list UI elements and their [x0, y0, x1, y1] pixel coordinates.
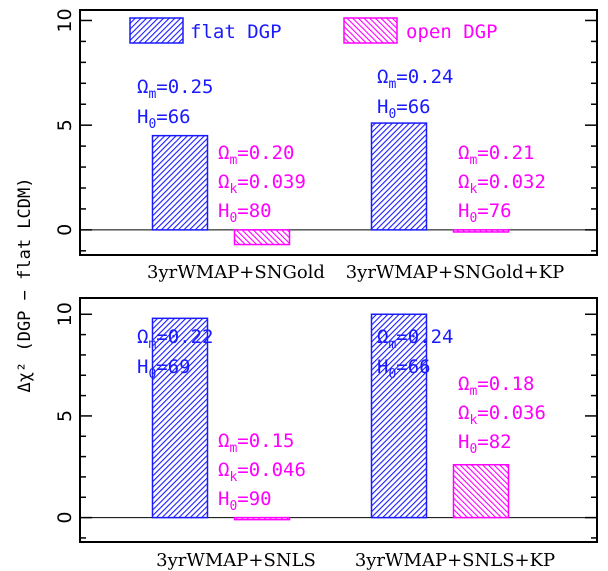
annotation-omega-m: Ωm=0.18 [458, 373, 534, 399]
bar-open-dgp [452, 463, 510, 519]
y-tick-label: 10 [54, 8, 76, 32]
annotation-omega-m: Ωm=0.15 [218, 430, 294, 456]
annotation-omega-k: Ωk=0.036 [458, 402, 546, 428]
annotation-omega-m: Ωm=0.22 [137, 326, 213, 352]
legend-swatch-flat [129, 17, 184, 44]
bar-flat-dgp [370, 313, 428, 519]
annotation-h0: H0=90 [218, 488, 272, 514]
top-panel: 0 5 10 3yrWMAP+SNGold 3yrWMAP+SNGold+KP Ωm=0.… [54, 8, 598, 283]
annotation-h0: H0=69 [137, 356, 191, 382]
category-label: 3yrWMAP+SNLS+KP [355, 550, 555, 571]
annotation-h0: H0=66 [377, 96, 431, 122]
legend-label-open: open DGP [406, 21, 498, 43]
bottom-panel: 0 5 10 3yrWMAP+SNLS 3yrWMAP+SNLS+KP Ωm=0.22 H0… [54, 297, 598, 571]
category-label: 3yrWMAP+SNGold [147, 262, 325, 283]
annotation-omega-k: Ωk=0.046 [218, 459, 306, 485]
bar-open-dgp [233, 516, 291, 521]
annotation-omega-k: Ωk=0.039 [218, 171, 306, 197]
bar-open-dgp [452, 229, 510, 233]
y-axis-label: Δχ² (DGP − flat LCDM) [15, 178, 35, 393]
legend: flat DGP open DGP [129, 17, 498, 44]
y-tick-label: 10 [54, 302, 76, 326]
legend-swatch-open [343, 17, 398, 44]
annotation-h0: H0=66 [377, 356, 431, 382]
annotation-h0: H0=80 [218, 200, 272, 226]
bar-flat-dgp [370, 122, 428, 231]
annotation-h0: H0=82 [458, 431, 512, 457]
annotation-omega-m: Ωm=0.24 [377, 326, 453, 352]
annotation-omega-k: Ωk=0.032 [458, 171, 546, 197]
legend-label-flat: flat DGP [190, 21, 282, 43]
annotation-h0: H0=66 [137, 106, 191, 132]
annotation-omega-m: Ωm=0.21 [458, 142, 534, 168]
annotation-omega-m: Ωm=0.24 [377, 66, 453, 92]
category-label: 3yrWMAP+SNLS [156, 550, 316, 571]
category-label: 3yrWMAP+SNGold+KP [346, 262, 565, 283]
bar-flat-dgp [151, 134, 209, 231]
y-tick-label: 0 [54, 512, 76, 524]
bar-open-dgp [233, 229, 291, 246]
y-tick-label: 0 [54, 224, 76, 236]
y-tick-label: 5 [54, 410, 76, 422]
annotation-omega-m: Ωm=0.20 [218, 142, 294, 168]
plot-frame [79, 9, 598, 256]
annotation-omega-m: Ωm=0.25 [137, 76, 213, 102]
y-tick-label: 5 [54, 119, 76, 131]
annotation-h0: H0=76 [458, 200, 512, 226]
plot-frame [79, 297, 598, 543]
bar-flat-dgp [151, 317, 209, 519]
